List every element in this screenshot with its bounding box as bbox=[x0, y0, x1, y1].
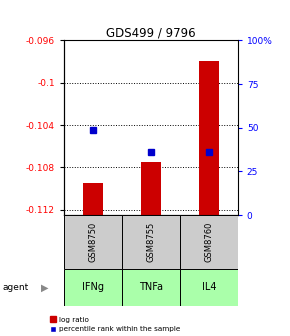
FancyBboxPatch shape bbox=[64, 269, 122, 306]
Bar bbox=[199, 61, 219, 215]
FancyBboxPatch shape bbox=[122, 215, 180, 269]
Text: TNFa: TNFa bbox=[139, 282, 163, 292]
FancyBboxPatch shape bbox=[180, 269, 238, 306]
Text: IFNg: IFNg bbox=[82, 282, 104, 292]
FancyBboxPatch shape bbox=[180, 215, 238, 269]
FancyBboxPatch shape bbox=[122, 269, 180, 306]
Text: ▶: ▶ bbox=[41, 282, 48, 292]
Text: GSM8755: GSM8755 bbox=[146, 222, 155, 262]
Bar bbox=[83, 183, 103, 215]
Legend: log ratio, percentile rank within the sample: log ratio, percentile rank within the sa… bbox=[50, 316, 180, 332]
Bar bbox=[141, 162, 161, 215]
Text: GSM8760: GSM8760 bbox=[204, 222, 213, 262]
Title: GDS499 / 9796: GDS499 / 9796 bbox=[106, 26, 196, 39]
FancyBboxPatch shape bbox=[64, 215, 122, 269]
Text: agent: agent bbox=[3, 283, 29, 292]
Text: GSM8750: GSM8750 bbox=[88, 222, 97, 262]
Text: IL4: IL4 bbox=[202, 282, 216, 292]
